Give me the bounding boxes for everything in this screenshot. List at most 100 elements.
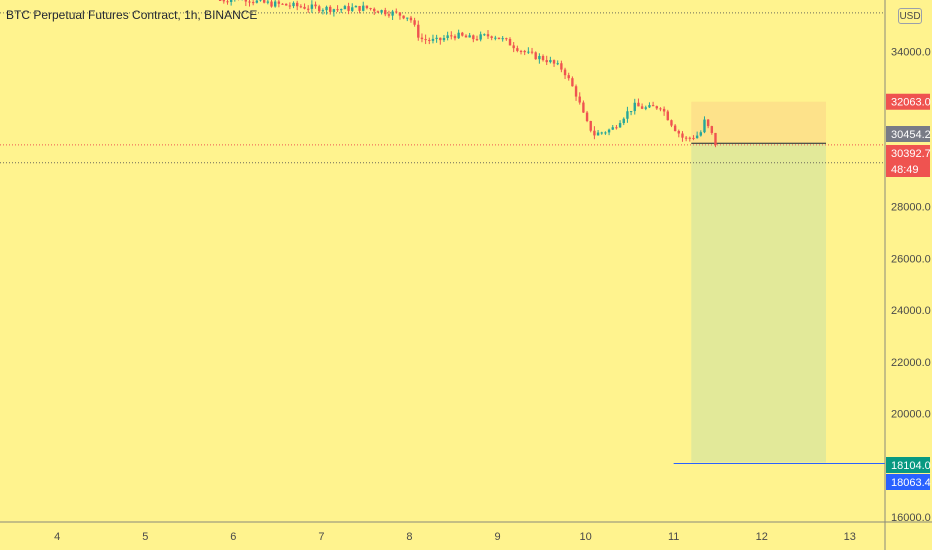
candle xyxy=(695,131,699,139)
candle-body xyxy=(222,0,226,2)
candle xyxy=(431,34,435,44)
candle xyxy=(369,7,372,11)
price-tag: 32063.0 xyxy=(886,93,931,110)
price-tag-box xyxy=(886,474,930,490)
candle-body xyxy=(699,132,703,136)
candle xyxy=(262,0,266,4)
x-tick-label: 12 xyxy=(756,531,768,543)
candle-body xyxy=(384,10,387,15)
candle xyxy=(358,5,361,14)
candle-body xyxy=(266,1,270,3)
candle-body xyxy=(527,51,530,53)
candle xyxy=(574,84,578,101)
price-tags: 32063.0 30454.2 30392.7 48:49 18104.0 18063.4 xyxy=(886,93,931,490)
candle xyxy=(490,35,493,41)
candle xyxy=(567,72,570,81)
candle xyxy=(560,60,563,73)
x-tick-label: 11 xyxy=(668,531,679,543)
candle xyxy=(611,124,614,131)
stop-loss-zone[interactable] xyxy=(691,101,826,144)
candle-body xyxy=(640,106,644,109)
candle-body xyxy=(398,12,402,16)
candle xyxy=(534,51,537,60)
y-tick-label: 26000.0 xyxy=(891,253,931,265)
candle xyxy=(332,8,336,17)
candle-body xyxy=(314,4,317,7)
x-tick-label: 8 xyxy=(406,531,412,543)
candle xyxy=(413,17,416,27)
candle xyxy=(633,98,636,115)
candle-body xyxy=(615,127,618,129)
candle-body xyxy=(442,38,446,41)
candle xyxy=(251,0,255,6)
candle-body xyxy=(270,1,273,7)
candle xyxy=(475,35,479,41)
candle-body xyxy=(714,132,717,146)
candle xyxy=(270,0,273,8)
candle-body xyxy=(596,132,600,136)
candle-body xyxy=(648,105,651,108)
candle-body xyxy=(343,6,347,10)
candle xyxy=(468,32,471,38)
candle-body xyxy=(431,38,435,41)
candle-body xyxy=(332,9,336,12)
candle xyxy=(226,0,229,5)
candle xyxy=(662,106,666,116)
candle xyxy=(582,100,585,113)
currency-button[interactable]: USD xyxy=(898,8,922,24)
candle xyxy=(255,0,259,4)
candle xyxy=(692,135,695,141)
candle xyxy=(303,3,306,10)
candle xyxy=(530,47,534,55)
take-profit-zone[interactable] xyxy=(691,143,826,463)
candle-body xyxy=(387,14,391,16)
candle-body xyxy=(666,111,669,121)
candle xyxy=(314,1,317,9)
candle-body xyxy=(450,35,453,37)
candle-body xyxy=(373,8,376,12)
price-tag-label: 30454.2 xyxy=(891,129,931,141)
candle-body xyxy=(406,17,409,19)
candle xyxy=(402,15,405,20)
candle-body xyxy=(501,38,504,40)
candle xyxy=(424,34,427,45)
candle xyxy=(699,130,703,137)
candle-body xyxy=(637,102,640,107)
symbol-title: BTC Perpetual Futures Contract, 1h, BINA… xyxy=(6,8,258,22)
candle-body xyxy=(218,0,222,1)
candle xyxy=(406,17,409,22)
candle-body xyxy=(494,37,497,39)
candle xyxy=(596,130,600,136)
candle xyxy=(281,3,284,5)
candle-body xyxy=(563,69,567,76)
candle-body xyxy=(402,15,405,19)
candle xyxy=(556,60,559,66)
candle-body xyxy=(556,63,559,65)
y-tick-label: 16000.0 xyxy=(891,512,931,524)
candle xyxy=(545,55,548,66)
candle-body xyxy=(505,38,508,40)
price-tag-box xyxy=(886,145,930,177)
candle xyxy=(508,37,512,46)
candle-body xyxy=(358,5,361,11)
candle-body xyxy=(618,123,622,128)
candle xyxy=(376,10,380,13)
candle xyxy=(351,3,354,12)
candle-body xyxy=(662,108,666,112)
price-tag: 18063.4 xyxy=(886,474,931,490)
candle-body xyxy=(325,6,328,11)
candle xyxy=(380,9,383,15)
candle xyxy=(706,119,710,129)
candle-body xyxy=(248,1,251,3)
candle-body xyxy=(571,78,574,87)
candle-body xyxy=(607,129,611,133)
candle-body xyxy=(622,118,625,124)
candle xyxy=(684,135,688,142)
candle-body xyxy=(578,96,581,103)
candle-body xyxy=(446,35,449,39)
candle-body xyxy=(644,107,647,109)
candle-body xyxy=(259,0,262,1)
y-tick-label: 20000.0 xyxy=(891,408,931,420)
